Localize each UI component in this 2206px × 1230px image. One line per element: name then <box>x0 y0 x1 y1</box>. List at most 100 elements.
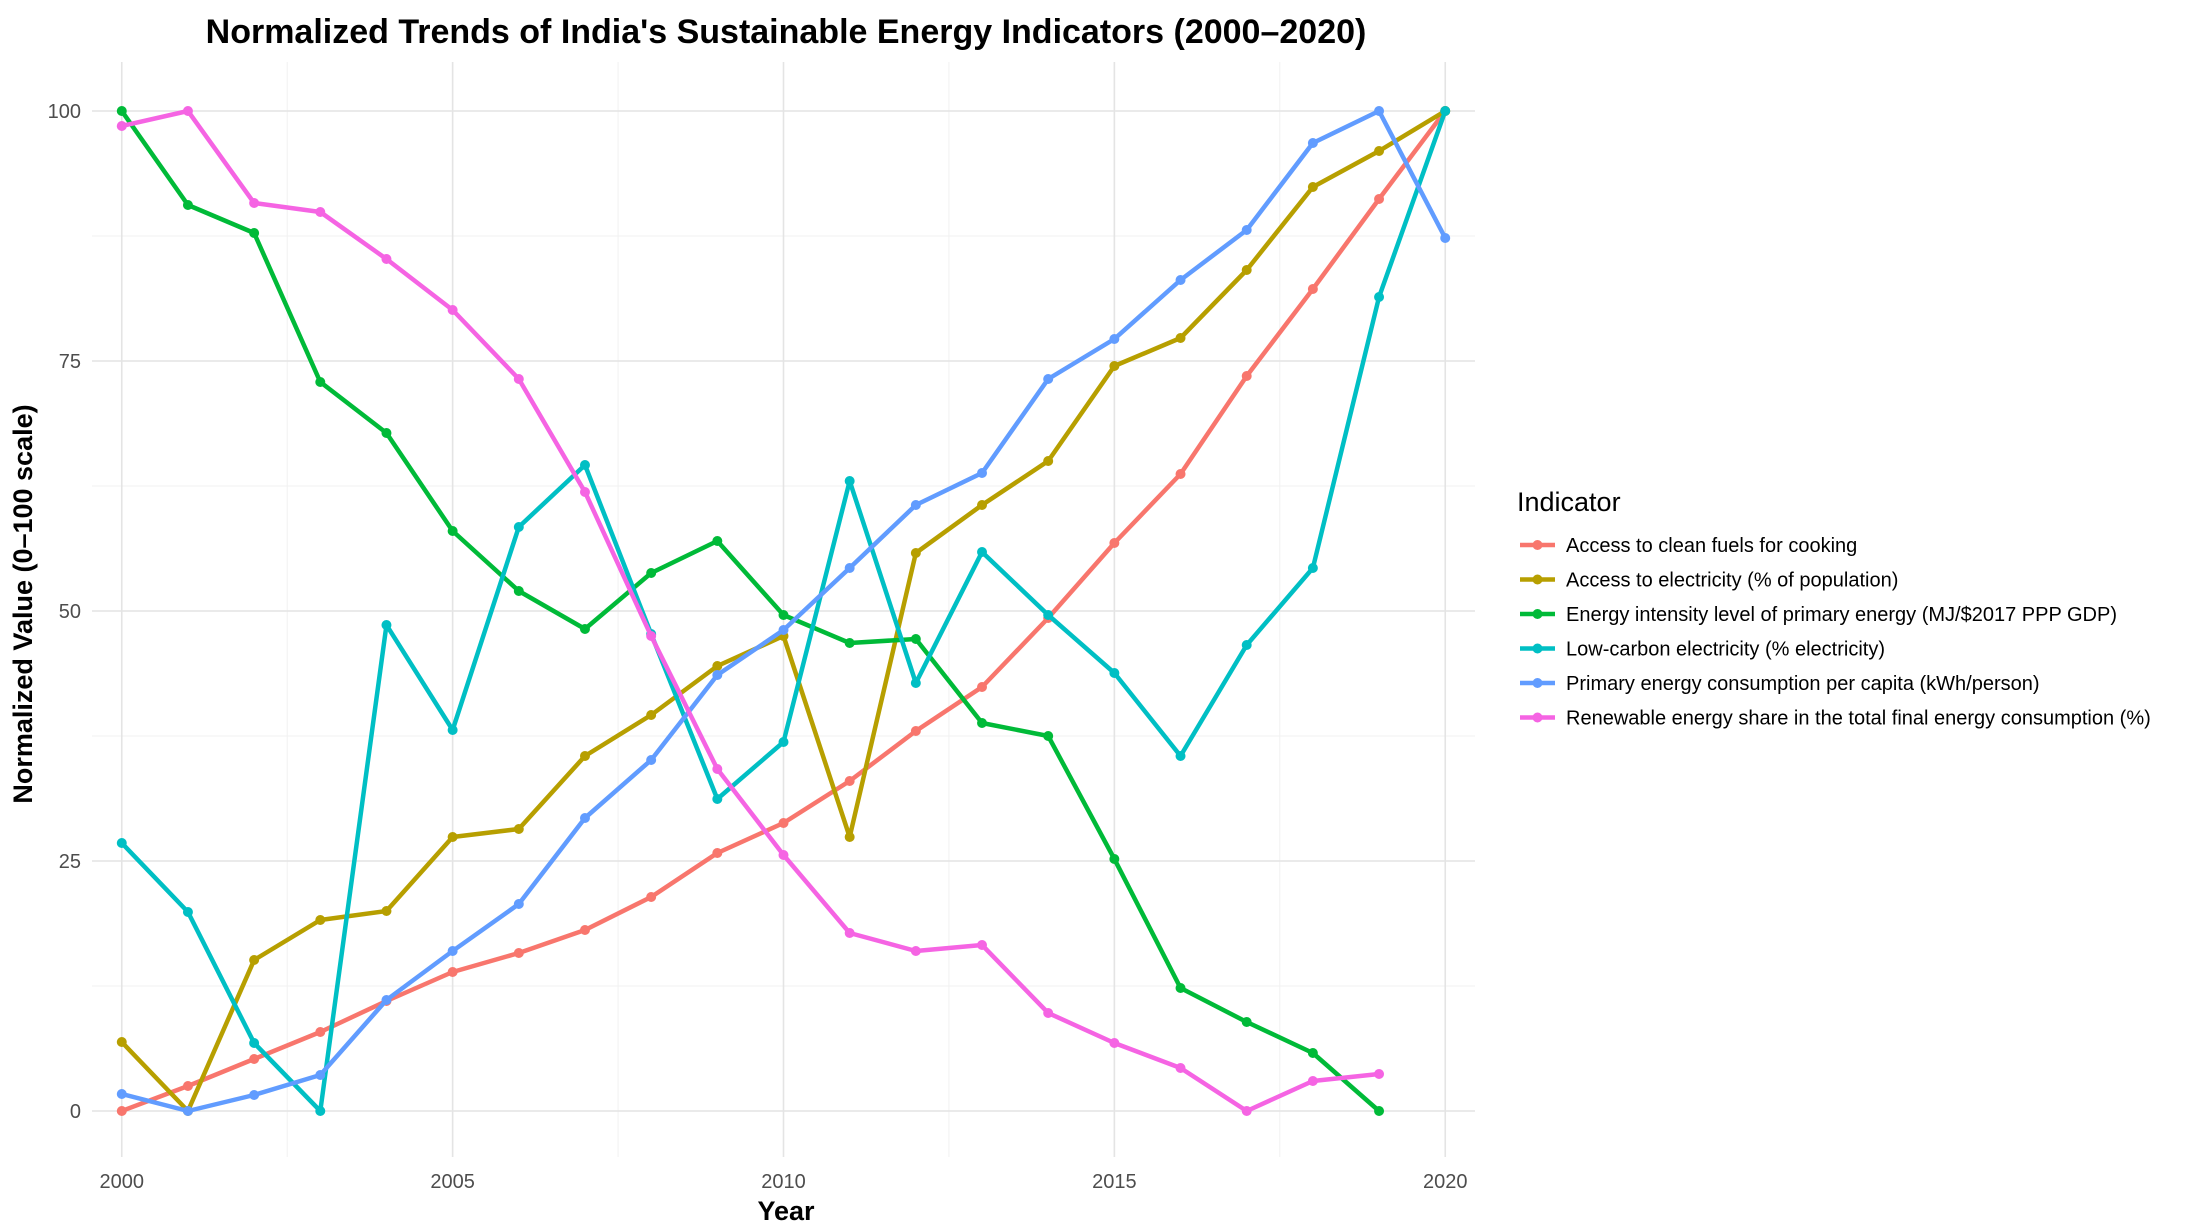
chart-title: Normalized Trends of India's Sustainable… <box>206 13 1367 51</box>
data-point <box>1374 292 1385 302</box>
data-point <box>447 305 458 315</box>
data-point <box>447 725 458 735</box>
data-point <box>1175 275 1186 285</box>
data-point <box>447 832 458 842</box>
data-point <box>579 624 590 634</box>
data-point <box>381 995 392 1005</box>
data-point <box>1109 1038 1120 1048</box>
data-point <box>1241 1017 1252 1027</box>
data-point <box>1307 284 1318 294</box>
data-point <box>116 106 127 116</box>
data-point <box>712 848 723 858</box>
data-point <box>315 377 326 387</box>
data-point <box>778 818 789 828</box>
data-point <box>778 610 789 620</box>
data-point <box>579 487 590 497</box>
data-point <box>1307 138 1318 148</box>
data-point <box>977 682 988 692</box>
data-point <box>447 946 458 956</box>
data-point <box>1241 371 1252 381</box>
data-point <box>381 906 392 916</box>
data-point <box>182 1106 193 1116</box>
series-line <box>121 108 1380 1114</box>
data-point <box>249 955 260 965</box>
data-point <box>513 948 524 958</box>
x-tick-label: 2015 <box>1092 1171 1137 1193</box>
data-point <box>1175 983 1186 993</box>
data-point <box>513 374 524 384</box>
series-line <box>119 109 1381 1113</box>
data-point <box>844 563 855 573</box>
data-point <box>712 536 723 546</box>
x-tick-label: 2020 <box>1423 1171 1468 1193</box>
data-point <box>910 634 921 644</box>
data-point <box>977 547 988 557</box>
y-tick-label: 100 <box>48 101 81 123</box>
data-point <box>116 1106 127 1116</box>
data-point <box>977 468 988 478</box>
data-point <box>1307 1076 1318 1086</box>
data-point <box>1241 265 1252 275</box>
x-tick-label: 2005 <box>430 1171 475 1193</box>
data-point <box>844 928 855 938</box>
tick-labels: 2000 2005 2010 2015 2020 0 25 50 75 100 <box>48 101 1468 1193</box>
data-point <box>1175 1063 1186 1073</box>
data-point <box>646 710 657 720</box>
data-point <box>712 764 723 774</box>
data-point <box>579 460 590 470</box>
data-point <box>1374 1106 1385 1116</box>
legend-items: Access to clean fuels for cooking Access … <box>1520 535 2151 730</box>
legend-item: Access to clean fuels for cooking <box>1520 535 1857 557</box>
series-layer <box>116 106 1451 1116</box>
data-point <box>1109 668 1120 678</box>
data-point <box>646 631 657 641</box>
data-point <box>447 526 458 536</box>
data-point <box>116 1037 127 1047</box>
data-point <box>513 899 524 909</box>
data-point <box>1440 233 1451 243</box>
legend-key-point <box>1532 609 1543 619</box>
data-point <box>910 946 921 956</box>
legend-label: Low-carbon electricity (% electricity) <box>1566 639 1885 661</box>
data-point <box>249 1090 260 1100</box>
data-point <box>1043 610 1054 620</box>
data-point <box>1109 854 1120 864</box>
data-point <box>844 832 855 842</box>
data-point <box>1374 106 1385 116</box>
data-point <box>579 751 590 761</box>
data-point <box>1307 563 1318 573</box>
data-point <box>513 586 524 596</box>
data-point <box>1175 333 1186 343</box>
data-point <box>116 838 127 848</box>
series-5 <box>116 106 1451 1116</box>
y-tick-label: 25 <box>59 851 81 873</box>
y-axis-title: Normalized Value (0–100 scale) <box>8 404 38 803</box>
data-point <box>579 925 590 935</box>
legend-label: Access to clean fuels for cooking <box>1566 535 1857 557</box>
legend-item: Access to electricity (% of population) <box>1520 570 1898 592</box>
data-point <box>712 794 723 804</box>
data-point <box>1043 731 1054 741</box>
y-tick-label: 0 <box>70 1101 81 1123</box>
legend-item: Renewable energy share in the total fina… <box>1520 708 2151 730</box>
data-point <box>182 1081 193 1091</box>
legend-key-point <box>1532 540 1543 550</box>
legend-label: Primary energy consumption per capita (k… <box>1566 673 2040 695</box>
data-point <box>1241 225 1252 235</box>
data-point <box>1241 1106 1252 1116</box>
data-point <box>1374 194 1385 204</box>
data-point <box>712 670 723 680</box>
data-point <box>381 620 392 630</box>
data-point <box>1307 1048 1318 1058</box>
legend-key-point <box>1532 574 1543 585</box>
series-6 <box>116 106 1385 1116</box>
data-point <box>977 500 988 510</box>
data-point <box>1109 538 1120 548</box>
legend-key-point <box>1532 643 1543 654</box>
legend-key-point <box>1532 678 1543 688</box>
data-point <box>910 726 921 736</box>
y-tick-label: 50 <box>59 601 81 623</box>
data-point <box>182 200 193 210</box>
data-point <box>381 428 392 438</box>
